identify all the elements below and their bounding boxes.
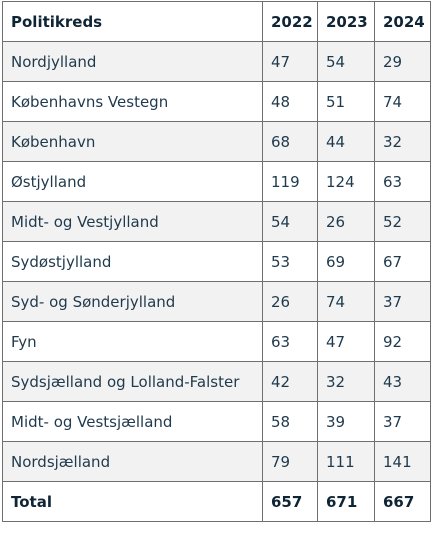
value-2022: 53 bbox=[262, 241, 318, 282]
header-2023: 2023 bbox=[317, 1, 375, 42]
value-2024: 37 bbox=[374, 281, 431, 322]
value-2023: 69 bbox=[317, 241, 375, 282]
value-2024: 32 bbox=[374, 121, 431, 162]
value-2023: 32 bbox=[317, 361, 375, 402]
value-2022: 47 bbox=[262, 41, 318, 82]
table-row: Fyn 63 47 92 bbox=[2, 321, 431, 362]
table-row: Midt- og Vestjylland 54 26 52 bbox=[2, 201, 431, 242]
value-2022: 63 bbox=[262, 321, 318, 362]
table-row: Syd- og Sønderjylland 26 74 37 bbox=[2, 281, 431, 322]
value-2023: 124 bbox=[317, 161, 375, 202]
district-name: Fyn bbox=[2, 321, 263, 362]
total-label: Total bbox=[2, 481, 263, 522]
value-2024: 29 bbox=[374, 41, 431, 82]
header-2024: 2024 bbox=[374, 1, 431, 42]
table-row: Nordsjælland 79 111 141 bbox=[2, 441, 431, 482]
value-2023: 39 bbox=[317, 401, 375, 442]
value-2022: 48 bbox=[262, 81, 318, 122]
table-row: Nordjylland 47 54 29 bbox=[2, 41, 431, 82]
value-2023: 74 bbox=[317, 281, 375, 322]
value-2023: 47 bbox=[317, 321, 375, 362]
value-2023: 111 bbox=[317, 441, 375, 482]
table-row: Københavns Vestegn 48 51 74 bbox=[2, 81, 431, 122]
value-2022: 26 bbox=[262, 281, 318, 322]
total-2022: 657 bbox=[262, 481, 318, 522]
value-2023: 26 bbox=[317, 201, 375, 242]
district-name: Københavns Vestegn bbox=[2, 81, 263, 122]
value-2024: 63 bbox=[374, 161, 431, 202]
value-2024: 43 bbox=[374, 361, 431, 402]
district-name: Midt- og Vestsjælland bbox=[2, 401, 263, 442]
value-2024: 67 bbox=[374, 241, 431, 282]
value-2024: 141 bbox=[374, 441, 431, 482]
value-2023: 44 bbox=[317, 121, 375, 162]
table-row: Sydsjælland og Lolland-Falster 42 32 43 bbox=[2, 361, 431, 402]
value-2024: 74 bbox=[374, 81, 431, 122]
district-name: København bbox=[2, 121, 263, 162]
police-district-table: Politikreds 2022 2023 2024 Nordjylland 4… bbox=[2, 1, 431, 522]
district-name: Sydøstjylland bbox=[2, 241, 263, 282]
table-row: København 68 44 32 bbox=[2, 121, 431, 162]
district-name: Østjylland bbox=[2, 161, 263, 202]
value-2023: 51 bbox=[317, 81, 375, 122]
value-2022: 119 bbox=[262, 161, 318, 202]
district-name: Syd- og Sønderjylland bbox=[2, 281, 263, 322]
value-2024: 52 bbox=[374, 201, 431, 242]
value-2022: 68 bbox=[262, 121, 318, 162]
total-row: Total 657 671 667 bbox=[2, 481, 431, 522]
value-2022: 79 bbox=[262, 441, 318, 482]
header-row: Politikreds 2022 2023 2024 bbox=[2, 1, 431, 42]
total-2024: 667 bbox=[374, 481, 431, 522]
table-row: Midt- og Vestsjælland 58 39 37 bbox=[2, 401, 431, 442]
district-name: Nordsjælland bbox=[2, 441, 263, 482]
table-row: Sydøstjylland 53 69 67 bbox=[2, 241, 431, 282]
value-2023: 54 bbox=[317, 41, 375, 82]
value-2022: 58 bbox=[262, 401, 318, 442]
total-2023: 671 bbox=[317, 481, 375, 522]
value-2024: 92 bbox=[374, 321, 431, 362]
header-2022: 2022 bbox=[262, 1, 318, 42]
district-name: Sydsjælland og Lolland-Falster bbox=[2, 361, 263, 402]
value-2024: 37 bbox=[374, 401, 431, 442]
district-name: Midt- og Vestjylland bbox=[2, 201, 263, 242]
table-row: Østjylland 119 124 63 bbox=[2, 161, 431, 202]
value-2022: 42 bbox=[262, 361, 318, 402]
value-2022: 54 bbox=[262, 201, 318, 242]
header-politikreds: Politikreds bbox=[2, 1, 263, 42]
district-name: Nordjylland bbox=[2, 41, 263, 82]
